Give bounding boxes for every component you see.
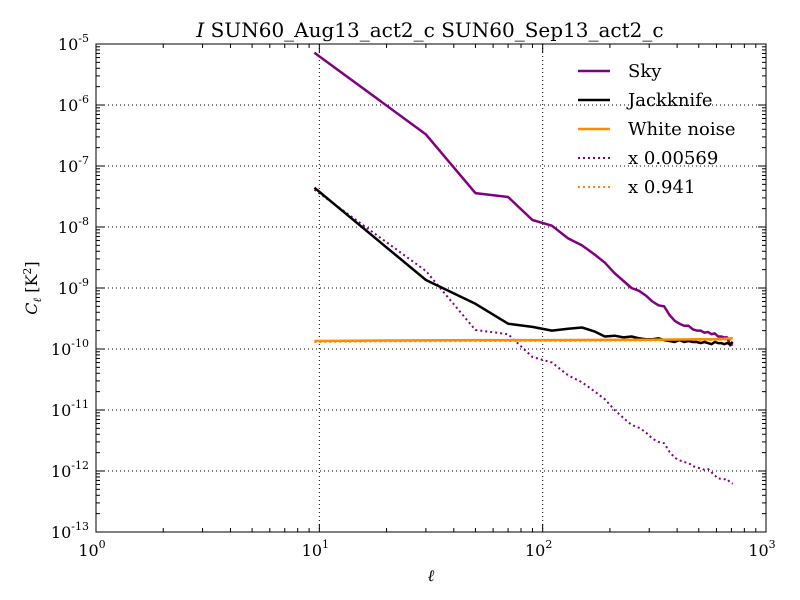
y-axis-label-unit: [K (22, 274, 41, 298)
y-tick-label-exp: -12 (71, 459, 89, 472)
x-tick-label-base: 10 (78, 541, 98, 560)
y-tick-label-base: 10 (58, 35, 78, 54)
x-tick-label-base: 10 (525, 541, 545, 560)
legend-label: x 0.00569 (628, 148, 718, 169)
chart-legend: Sky Jackknife White noise x 0.00569 x 0.941 (578, 61, 736, 198)
y-tick-label-base: 10 (51, 523, 71, 542)
y-tick-label: 10-11 (51, 398, 89, 420)
y-tick-label: 10-5 (58, 32, 89, 54)
x-tick-label-exp: 0 (99, 538, 106, 551)
series-line-sky (313, 51, 734, 347)
y-tick-label-base: 10 (51, 340, 71, 359)
y-tick-label-exp: -5 (78, 32, 89, 45)
y-axis-label-sub: ℓ (31, 297, 44, 302)
legend-label: x 0.941 (628, 177, 695, 198)
axis-ticks (95, 43, 767, 533)
y-axis-label-unit-exp: 2 (21, 268, 34, 275)
y-tick-label-exp: -9 (78, 276, 89, 289)
series-line-white-noise (314, 337, 733, 343)
x-axis-label: ℓ (428, 566, 435, 585)
legend-label: White noise (628, 119, 736, 140)
y-tick-label: 10-7 (58, 154, 89, 176)
y-tick-label-base: 10 (58, 279, 78, 298)
plot-series (313, 51, 734, 485)
series-line-x-0-00569 (313, 188, 734, 485)
x-tick-label: 101 (302, 538, 329, 560)
legend-label: Sky (628, 61, 662, 82)
x-tick-label-exp: 2 (545, 538, 552, 551)
x-tick-label: 103 (748, 538, 775, 560)
chart-title-italic: I (195, 18, 205, 42)
y-tick-label-base: 10 (51, 462, 71, 481)
y-axis-label: Cℓ [K2] (21, 261, 44, 314)
y-tick-label-exp: -6 (78, 93, 89, 106)
plot-area-frame (95, 43, 767, 533)
y-tick-label-exp: -10 (71, 337, 89, 350)
x-tick-label: 100 (78, 538, 105, 560)
chart-title: I SUN60_Aug13_act2_c SUN60_Sep13_act2_c (195, 18, 663, 42)
y-tick-label: 10-10 (51, 337, 89, 359)
y-axis-label-unit-close: ] (22, 261, 41, 267)
y-tick-label-exp: -8 (78, 215, 89, 228)
y-tick-label: 10-9 (58, 276, 89, 298)
y-axis-label-main: C (22, 302, 41, 314)
y-tick-label: 10-8 (58, 215, 89, 237)
grid-lines (96, 44, 766, 532)
x-tick-label-base: 10 (302, 541, 322, 560)
x-tick-label-exp: 3 (769, 538, 776, 551)
x-tick-label: 102 (525, 538, 552, 560)
y-tick-label: 10-6 (58, 93, 89, 115)
y-tick-label-base: 10 (58, 96, 78, 115)
y-tick-label: 10-12 (51, 459, 89, 481)
y-tick-label-base: 10 (58, 218, 78, 237)
y-tick-label-exp: -13 (71, 520, 89, 533)
legend-label: Jackknife (626, 90, 713, 111)
x-tick-label-base: 10 (748, 541, 768, 560)
x-tick-label-exp: 1 (322, 538, 329, 551)
y-tick-label-base: 10 (58, 157, 78, 176)
chart-title-rest: SUN60_Aug13_act2_c SUN60_Sep13_act2_c (204, 18, 663, 42)
x-tick-labels: 100 101 102 103 (78, 538, 775, 560)
y-tick-label-base: 10 (51, 401, 71, 420)
y-tick-label-exp: -11 (71, 398, 89, 411)
y-tick-label: 10-13 (51, 520, 89, 542)
y-tick-label-exp: -7 (78, 154, 89, 167)
